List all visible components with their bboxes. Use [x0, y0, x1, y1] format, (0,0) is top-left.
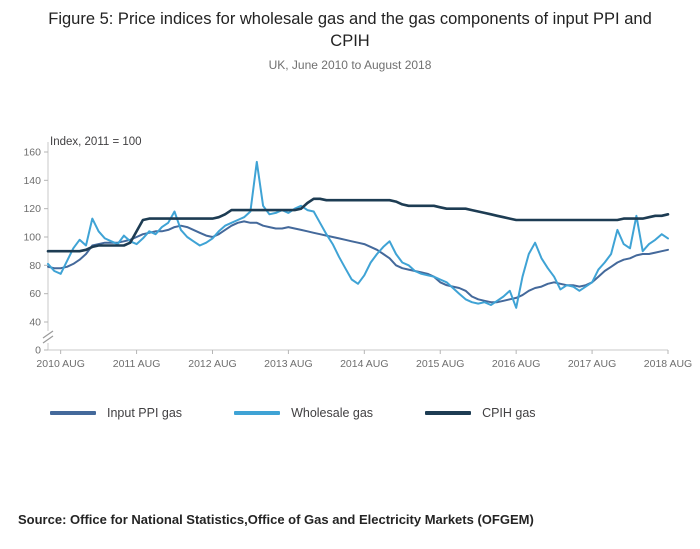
x-tick-label: 2015 AUG: [416, 358, 464, 370]
series-line-input-ppi-gas: [47, 220, 669, 304]
x-tick-label: 2017 AUG: [568, 358, 616, 370]
x-tick-label: 2011 AUG: [113, 358, 161, 370]
price-indices-line-chart: 0 40 60 80 100 120 140 160 2010 AUG 2011 AUG 2012 …: [23, 142, 692, 370]
y-tick-label: 160: [23, 147, 41, 159]
y-tick-label: 80: [29, 260, 41, 272]
legend-label: Wholesale gas: [291, 406, 374, 420]
series-line-wholesale-gas: [47, 160, 669, 309]
x-tick-label: 2013 AUG: [264, 358, 312, 370]
x-tick-label: 2018 AUG: [644, 358, 692, 370]
figure-title: Figure 5: Price indices for wholesale ga…: [48, 10, 652, 51]
axis-break-mark: [42, 335, 54, 344]
x-tick-label: 2016 AUG: [492, 358, 540, 370]
y-tick-label: 140: [23, 175, 41, 187]
legend-item-wholesale-gas: Wholesale gas: [234, 406, 373, 420]
y-tick-label: 100: [23, 232, 41, 244]
y-tick-label: 0: [35, 345, 41, 357]
legend-swatch: [425, 411, 472, 415]
x-tick-label: 2010 AUG: [36, 358, 84, 370]
chart-legend: Input PPI gas Wholesale gas CPIH gas: [50, 406, 536, 420]
legend-label: CPIH gas: [482, 406, 536, 420]
axis-break-gap: [46, 331, 50, 343]
y-tick-label: 60: [29, 288, 41, 300]
legend-item-cpih-gas: CPIH gas: [425, 406, 536, 420]
x-tick-label: 2012 AUG: [188, 358, 236, 370]
legend-label: Input PPI gas: [107, 406, 183, 420]
x-tick-label: 2014 AUG: [340, 358, 388, 370]
legend-swatch: [234, 411, 281, 415]
axis-break-mark: [42, 330, 54, 339]
series-line-cpih-gas: [46, 197, 670, 253]
legend-item-input-ppi-gas: Input PPI gas: [50, 406, 182, 420]
y-tick-label: 40: [29, 317, 41, 329]
figure-subtitle: UK, June 2010 to August 2018: [268, 58, 432, 72]
source-text: Source: Office for National Statistics,O…: [18, 512, 534, 527]
y-tick-label: 120: [23, 203, 41, 215]
y-axis-label: Index, 2011 = 100: [50, 136, 142, 148]
legend-swatch: [50, 411, 96, 415]
